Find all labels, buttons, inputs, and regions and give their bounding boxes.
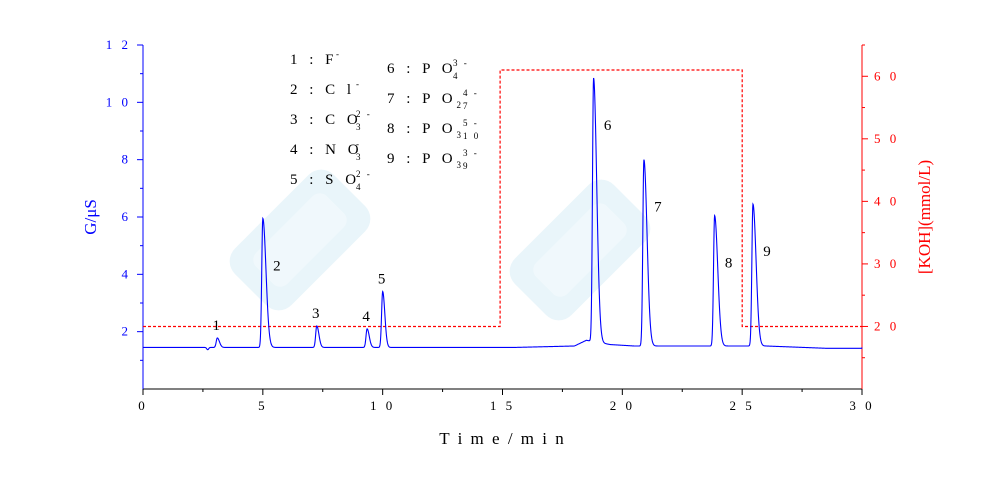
- legend-text: 8 : P O3: [387, 121, 463, 140]
- conductivity-line: [143, 77, 863, 351]
- x-tick-label: 0: [138, 398, 148, 413]
- legend-superscript: 5 -: [463, 118, 479, 128]
- watermark-logo: [229, 169, 371, 311]
- legend-subscript: 7: [463, 101, 470, 111]
- peak-label: 3: [312, 306, 320, 322]
- legend-item: 6 : P O3 - 4: [387, 58, 469, 81]
- legend-superscript: -: [336, 49, 341, 59]
- y-left-tick-label: 1 0: [106, 94, 131, 109]
- x-tick-label: 2 0: [610, 398, 635, 413]
- legend-superscript: 3 -: [453, 58, 469, 68]
- legend-subscript: 9: [463, 161, 470, 171]
- legend-text: 9 : P O3: [387, 151, 463, 170]
- legend-text: 6 : P O: [387, 61, 457, 77]
- legend-subscript: 1 0: [463, 131, 480, 141]
- legend-superscript: 3 -: [463, 148, 479, 158]
- legend-superscript: -: [356, 139, 361, 149]
- y-right-axis-title: [KOH](mmol/L): [915, 160, 934, 274]
- x-axis-title: T i m e / m i n: [439, 429, 566, 448]
- watermark-logo: [509, 179, 651, 321]
- y-left-tick-label: 8: [122, 152, 132, 167]
- legend-text: 5 : S O: [290, 172, 360, 188]
- conductivity-trace: [143, 77, 863, 351]
- x-tick-label: 5: [258, 398, 268, 413]
- koh-gradient-line: [143, 69, 862, 328]
- peak-label: 1: [213, 318, 221, 334]
- y-right-tick-label: 2 0: [874, 318, 899, 333]
- legend-item: 2 : C l-: [290, 79, 361, 98]
- peak-label: 2: [273, 258, 281, 274]
- legend-item: 5 : S O2 - 4: [290, 169, 372, 192]
- x-tick-label: 2 5: [730, 398, 755, 413]
- legend-item: 3 : C O2 - 3: [290, 109, 372, 132]
- x-tick-label: 1 0: [370, 398, 395, 413]
- y-right-tick-label: 4 0: [874, 193, 899, 208]
- y-right-tick-label: 3 0: [874, 256, 899, 271]
- peak-label: 7: [654, 200, 662, 216]
- y-left-axis-title: G/μS: [81, 199, 100, 235]
- legend-item: 7 : P O24 - 7: [387, 88, 479, 111]
- legend-subscript: 3: [356, 122, 363, 132]
- watermark: [229, 169, 651, 321]
- peak-label: 6: [604, 118, 612, 134]
- peak-label: 4: [362, 309, 370, 325]
- legend-text: 7 : P O2: [387, 91, 463, 110]
- legend-item: 8 : P O35 - 1 0: [387, 118, 480, 141]
- x-tick-label: 3 0: [849, 398, 874, 413]
- y-left-tick-label: 6: [122, 209, 132, 224]
- peak-label: 8: [725, 256, 733, 272]
- axes: 0 5 1 0 1 5 2 0 2 5 3 0 2 4 6 8 1 0 1 2 2 0 3 0 4 0 5 0 6…: [81, 37, 934, 448]
- peak-label: 9: [763, 244, 771, 260]
- legend-superscript: -: [356, 79, 361, 89]
- koh-gradient: [143, 69, 862, 328]
- legend-text: 3 : C O: [290, 112, 362, 128]
- legend-text: 4 : N O: [290, 142, 363, 158]
- legend-superscript: 2 -: [356, 169, 372, 179]
- legend-superscript: 4 -: [463, 88, 479, 98]
- legend-text: 2 : C l: [290, 82, 355, 98]
- legend-subscript: 3: [356, 152, 363, 162]
- y-right-tick-label: 6 0: [874, 68, 899, 83]
- legend-text: 1 : F: [290, 52, 338, 68]
- peak-label: 5: [378, 272, 386, 288]
- legend-item: 4 : N O- 3: [290, 139, 363, 162]
- peak-labels: 1 2 3 4 5 6 7 8 9: [213, 118, 771, 334]
- legend-subscript: 4: [356, 182, 363, 192]
- x-tick-label: 1 5: [490, 398, 515, 413]
- y-left-tick-label: 4: [122, 266, 132, 281]
- ion-legend: 1 : F-2 : C l -3 : C O2 -34 : N O-35 : S …: [290, 49, 480, 192]
- legend-item: 9 : P O33 - 9: [387, 148, 479, 171]
- legend-superscript: 2 -: [356, 109, 372, 119]
- y-left-tick-label: 2: [122, 324, 132, 339]
- legend-item: 1 : F-: [290, 49, 341, 68]
- y-right-tick-label: 5 0: [874, 131, 899, 146]
- legend-subscript: 4: [453, 71, 460, 81]
- y-left-tick-label: 1 2: [106, 37, 131, 52]
